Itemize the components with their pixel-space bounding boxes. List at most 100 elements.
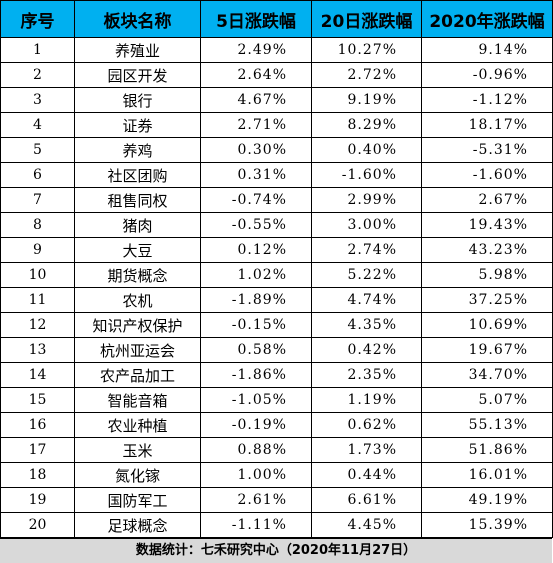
sector-name: 猪肉 [74,212,201,238]
row-index: 19 [0,487,75,513]
table-body: 1 养殖业 2.49% 10.27% 9.14% 2 园区开发 2.64% 2.72% -0.96… [0,37,553,538]
change-2020: 55.13% [421,412,553,438]
header-20day-change: 20日涨跌幅 [311,0,422,38]
change-5day: -1.86% [200,362,312,388]
change-5day: 1.02% [200,262,312,288]
row-index: 16 [0,412,75,438]
change-5day: -0.19% [200,412,312,438]
change-2020: 19.43% [421,212,553,238]
change-20day: 5.22% [311,262,422,288]
row-index: 18 [0,462,75,488]
table-row: 8 猪肉 -0.55% 3.00% 19.43% [0,212,553,238]
change-5day: 1.00% [200,462,312,488]
change-2020: 34.70% [421,362,553,388]
change-20day: 2.99% [311,187,422,213]
table-row: 14 农产品加工 -1.86% 2.35% 34.70% [0,362,553,388]
row-index: 17 [0,437,75,463]
row-index: 4 [0,112,75,138]
change-5day: -1.05% [200,387,312,413]
sector-name: 期货概念 [74,262,201,288]
sector-name: 养殖业 [74,37,201,63]
change-2020: 5.07% [421,387,553,413]
table-header: 序号 板块名称 5日涨跌幅 20日涨跌幅 2020年涨跌幅 [0,0,553,38]
table-row: 15 智能音箱 -1.05% 1.19% 5.07% [0,387,553,413]
change-2020: -1.60% [421,162,553,188]
table-row: 10 期货概念 1.02% 5.22% 5.98% [0,262,553,288]
table-row: 9 大豆 0.12% 2.74% 43.23% [0,237,553,263]
row-index: 1 [0,37,75,63]
change-5day: -0.74% [200,187,312,213]
table-row: 12 知识产权保护 -0.15% 4.35% 10.69% [0,312,553,338]
row-index: 9 [0,237,75,263]
change-2020: 2.67% [421,187,553,213]
sector-name: 社区团购 [74,162,201,188]
row-index: 3 [0,87,75,113]
change-20day: 8.29% [311,112,422,138]
table-row: 19 国防军工 2.61% 6.61% 49.19% [0,487,553,513]
change-20day: 0.44% [311,462,422,488]
table-row: 20 足球概念 -1.11% 4.45% 15.39% [0,512,553,538]
change-2020: 9.14% [421,37,553,63]
table-row: 3 银行 4.67% 9.19% -1.12% [0,87,553,113]
row-index: 15 [0,387,75,413]
change-2020: 18.17% [421,112,553,138]
change-5day: 0.58% [200,337,312,363]
change-2020: 16.01% [421,462,553,488]
change-5day: 0.31% [200,162,312,188]
sector-name: 足球概念 [74,512,201,538]
table-row: 6 社区团购 0.31% -1.60% -1.60% [0,162,553,188]
change-2020: -0.96% [421,62,553,88]
row-index: 10 [0,262,75,288]
row-index: 6 [0,162,75,188]
row-index: 12 [0,312,75,338]
sector-name: 银行 [74,87,201,113]
change-2020: 5.98% [421,262,553,288]
change-20day: 0.42% [311,337,422,363]
change-5day: 2.71% [200,112,312,138]
change-5day: 0.88% [200,437,312,463]
change-2020: 19.67% [421,337,553,363]
change-5day: 4.67% [200,87,312,113]
sector-performance-table: 序号 板块名称 5日涨跌幅 20日涨跌幅 2020年涨跌幅 1 养殖业 2.49% 1… [0,0,553,538]
table-row: 1 养殖业 2.49% 10.27% 9.14% [0,37,553,63]
sector-name: 知识产权保护 [74,312,201,338]
sector-name: 氮化镓 [74,462,201,488]
table-row: 13 杭州亚运会 0.58% 0.42% 19.67% [0,337,553,363]
table-row: 18 氮化镓 1.00% 0.44% 16.01% [0,462,553,488]
table-row: 5 养鸡 0.30% 0.40% -5.31% [0,137,553,163]
change-5day: -1.11% [200,512,312,538]
change-5day: 2.49% [200,37,312,63]
row-index: 13 [0,337,75,363]
row-index: 14 [0,362,75,388]
row-index: 7 [0,187,75,213]
table-row: 11 农机 -1.89% 4.74% 37.25% [0,287,553,313]
sector-name: 智能音箱 [74,387,201,413]
sector-name: 杭州亚运会 [74,337,201,363]
header-5day-change: 5日涨跌幅 [200,0,312,38]
change-5day: -1.89% [200,287,312,313]
change-20day: 4.45% [311,512,422,538]
row-index: 11 [0,287,75,313]
data-source-footer: 数据统计：七禾研究中心（2020年11月27日） [0,538,552,563]
sector-name: 农业种植 [74,412,201,438]
change-5day: 2.61% [200,487,312,513]
change-20day: 0.40% [311,137,422,163]
change-20day: -1.60% [311,162,422,188]
change-2020: -1.12% [421,87,553,113]
change-2020: -5.31% [421,137,553,163]
table-row: 7 租售同权 -0.74% 2.99% 2.67% [0,187,553,213]
change-2020: 49.19% [421,487,553,513]
change-2020: 43.23% [421,237,553,263]
change-5day: 0.12% [200,237,312,263]
change-20day: 9.19% [311,87,422,113]
change-2020: 15.39% [421,512,553,538]
change-5day: -0.55% [200,212,312,238]
sector-name: 玉米 [74,437,201,463]
change-20day: 1.19% [311,387,422,413]
change-20day: 2.72% [311,62,422,88]
change-2020: 10.69% [421,312,553,338]
change-5day: -0.15% [200,312,312,338]
table-row: 17 玉米 0.88% 1.73% 51.86% [0,437,553,463]
table-row: 2 园区开发 2.64% 2.72% -0.96% [0,62,553,88]
